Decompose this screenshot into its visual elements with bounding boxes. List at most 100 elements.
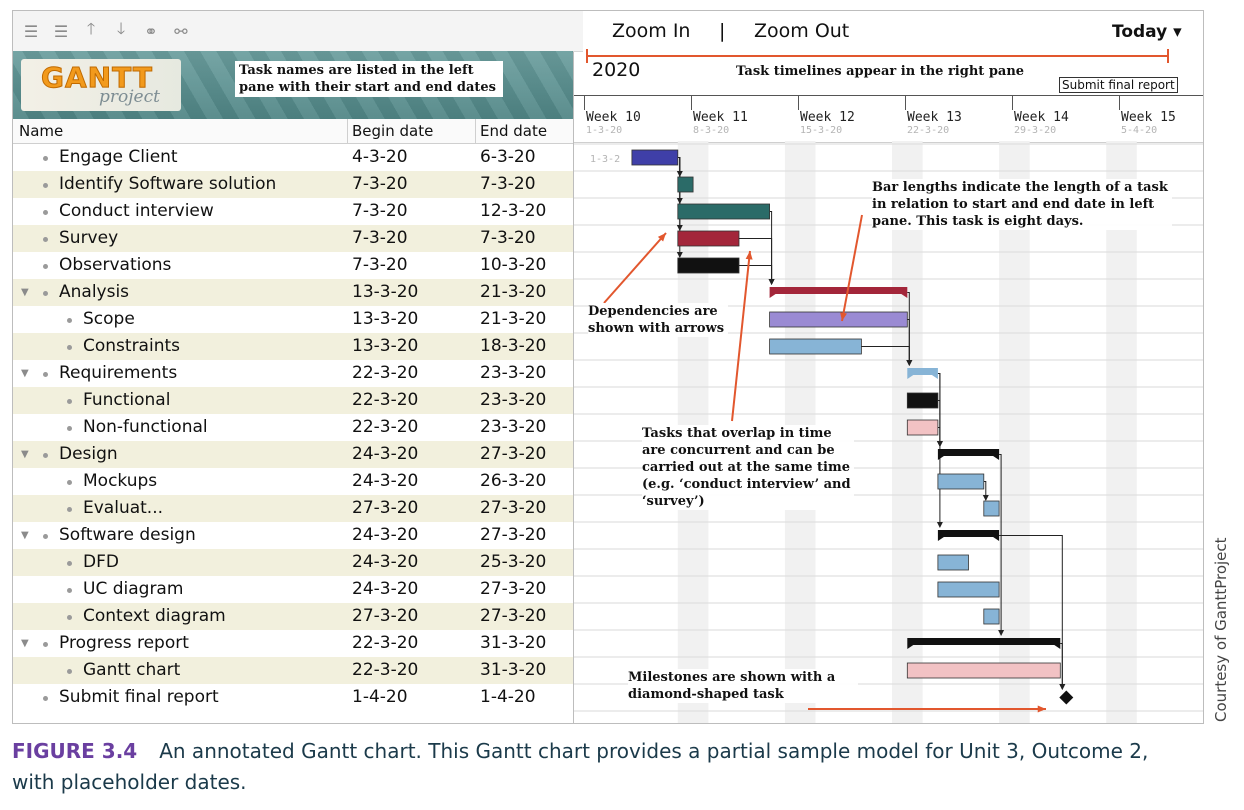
summary-bar bbox=[907, 638, 1061, 645]
task-row[interactable]: ▼ Software design 24-3-20 27-3-20 bbox=[13, 522, 573, 549]
task-bar bbox=[769, 311, 908, 328]
move-up-icon[interactable]: 🡑 bbox=[86, 18, 96, 38]
move-down-icon[interactable]: 🡓 bbox=[116, 18, 126, 38]
task-row[interactable]: DFD 24-3-20 25-3-20 bbox=[13, 549, 573, 576]
callout-task-names: Task names are listed in the left pane w… bbox=[235, 61, 503, 97]
annotation-arrowhead bbox=[1037, 705, 1046, 713]
summary-bar-cap bbox=[907, 375, 914, 379]
week-separator bbox=[691, 96, 692, 110]
task-name: Constraints bbox=[83, 336, 180, 356]
logo-banner: GANTT project Task names are listed in t… bbox=[13, 51, 573, 119]
dependency-arrow bbox=[739, 265, 773, 284]
dependency-arrowhead bbox=[1059, 684, 1066, 690]
bullet-icon bbox=[43, 696, 48, 701]
task-row[interactable]: ▼ Requirements 22-3-20 23-3-20 bbox=[13, 360, 573, 387]
task-begin-date: 24-3-20 bbox=[352, 525, 419, 545]
task-bar bbox=[937, 554, 969, 571]
task-row[interactable]: Mockups 24-3-20 26-3-20 bbox=[13, 468, 573, 495]
timeline-year: 2020 bbox=[592, 59, 641, 81]
task-bar bbox=[677, 176, 694, 193]
column-name[interactable]: Name bbox=[19, 122, 64, 140]
task-end-date: 1-4-20 bbox=[480, 687, 536, 707]
summary-bar bbox=[907, 368, 938, 375]
dependency-arrowhead bbox=[768, 279, 775, 285]
bullet-icon bbox=[43, 453, 48, 458]
task-begin-date: 27-3-20 bbox=[352, 606, 419, 626]
task-begin-date: 1-4-20 bbox=[352, 687, 408, 707]
task-name: Context diagram bbox=[83, 606, 226, 626]
task-name: Design bbox=[59, 444, 118, 464]
task-row[interactable]: Constraints 13-3-20 18-3-20 bbox=[13, 333, 573, 360]
week-date: 1-3-20 bbox=[586, 125, 623, 136]
annotation-arrowhead bbox=[745, 251, 753, 260]
week-separator bbox=[905, 96, 906, 110]
dependency-arrow bbox=[983, 481, 987, 500]
task-begin-date: 13-3-20 bbox=[352, 309, 419, 329]
week-header: Week 10 1-3-20 Week 11 8-3-20 Week 12 15-3-20… bbox=[574, 95, 1203, 143]
indent-icon[interactable]: ☰ bbox=[23, 21, 39, 41]
summary-bar-cap bbox=[937, 537, 944, 541]
expand-triangle-icon[interactable]: ▼ bbox=[21, 638, 29, 649]
task-row[interactable]: Submit final report 1-4-20 1-4-20 bbox=[13, 684, 573, 711]
task-row[interactable]: UC diagram 24-3-20 27-3-20 bbox=[13, 576, 573, 603]
summary-bar-cap bbox=[937, 456, 944, 460]
task-name: Gantt chart bbox=[83, 660, 181, 680]
task-row[interactable]: Non-functional 22-3-20 23-3-20 bbox=[13, 414, 573, 441]
expand-triangle-icon[interactable]: ▼ bbox=[21, 287, 29, 298]
week-label: Week 12 15-3-20 bbox=[800, 110, 855, 136]
week-date: 5-4-20 bbox=[1121, 125, 1158, 136]
task-bar bbox=[677, 230, 740, 247]
column-begin-date[interactable]: Begin date bbox=[352, 122, 434, 140]
bullet-icon bbox=[67, 399, 72, 404]
column-header: Name Begin date End date bbox=[13, 119, 573, 144]
today-dropdown[interactable]: Today ▾ bbox=[1112, 22, 1182, 42]
bullet-icon bbox=[43, 372, 48, 377]
task-row[interactable]: ▼ Progress report 22-3-20 31-3-20 bbox=[13, 630, 573, 657]
task-row[interactable]: Conduct interview 7-3-20 12-3-20 bbox=[13, 198, 573, 225]
task-row[interactable]: ▼ Design 24-3-20 27-3-20 bbox=[13, 441, 573, 468]
task-begin-date: 7-3-20 bbox=[352, 228, 408, 248]
task-name: Analysis bbox=[59, 282, 130, 302]
unlink-icon[interactable]: ⚯ bbox=[174, 21, 188, 41]
week-number: Week 10 bbox=[586, 110, 641, 125]
task-begin-date: 13-3-20 bbox=[352, 336, 419, 356]
task-row[interactable]: Survey 7-3-20 7-3-20 bbox=[13, 225, 573, 252]
expand-triangle-icon[interactable]: ▼ bbox=[21, 368, 29, 379]
task-row[interactable]: Identify Software solution 7-3-20 7-3-20 bbox=[13, 171, 573, 198]
expand-triangle-icon[interactable]: ▼ bbox=[21, 530, 29, 541]
column-end-date[interactable]: End date bbox=[480, 122, 548, 140]
link-icon[interactable]: ⚭ bbox=[144, 21, 158, 41]
summary-bar bbox=[769, 287, 908, 294]
task-name: Engage Client bbox=[59, 147, 178, 167]
task-row[interactable]: Scope 13-3-20 21-3-20 bbox=[13, 306, 573, 333]
task-begin-date: 24-3-20 bbox=[352, 552, 419, 572]
task-row[interactable]: ▼ Analysis 13-3-20 21-3-20 bbox=[13, 279, 573, 306]
week-number: Week 13 bbox=[907, 110, 962, 125]
bullet-icon bbox=[43, 183, 48, 188]
task-name: Functional bbox=[83, 390, 171, 410]
task-row[interactable]: Context diagram 27-3-20 27-3-20 bbox=[13, 603, 573, 630]
figure-caption: FIGURE 3.4 An annotated Gantt chart. This… bbox=[12, 736, 1192, 798]
task-name: Requirements bbox=[59, 363, 178, 383]
zoom-in-button[interactable]: Zoom In bbox=[612, 20, 691, 42]
gantt-chart-canvas: 1-3-2 bbox=[574, 141, 1203, 723]
task-row[interactable]: Gantt chart 22-3-20 31-3-20 bbox=[13, 657, 573, 684]
expand-triangle-icon[interactable]: ▼ bbox=[21, 449, 29, 460]
task-begin-date: 24-3-20 bbox=[352, 471, 419, 491]
task-bar bbox=[906, 662, 1061, 679]
task-name: Scope bbox=[83, 309, 135, 329]
figure-label: FIGURE 3.4 bbox=[12, 739, 138, 763]
task-row[interactable]: Observations 7-3-20 10-3-20 bbox=[13, 252, 573, 279]
outdent-icon[interactable]: ☰ bbox=[53, 21, 69, 41]
zoom-out-button[interactable]: Zoom Out bbox=[754, 20, 850, 42]
logo-gantt-text: GANTT bbox=[41, 61, 153, 95]
task-bar bbox=[906, 419, 939, 436]
task-row[interactable]: Functional 22-3-20 23-3-20 bbox=[13, 387, 573, 414]
task-name: UC diagram bbox=[83, 579, 184, 599]
task-row[interactable]: Evaluat... 27-3-20 27-3-20 bbox=[13, 495, 573, 522]
task-toolbar: ☰ ☰ 🡑 🡓 ⚭ ⚯ bbox=[13, 11, 583, 52]
task-name: Conduct interview bbox=[59, 201, 214, 221]
task-name: Survey bbox=[59, 228, 119, 248]
dependency-arrow bbox=[861, 346, 910, 365]
task-row[interactable]: Engage Client 4-3-20 6-3-20 bbox=[13, 144, 573, 171]
